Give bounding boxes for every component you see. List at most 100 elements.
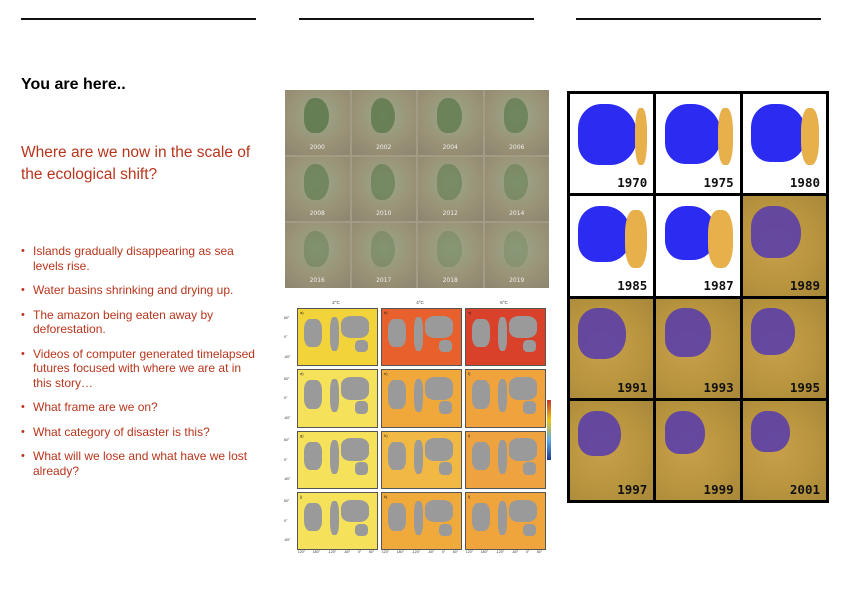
aral-year-label: 2001	[789, 482, 820, 497]
map-x-tick: -120°	[327, 550, 337, 554]
continent-shape	[388, 502, 406, 531]
map-x-tick: 120°	[465, 550, 474, 554]
continent-shape	[341, 438, 370, 461]
lake-shape	[304, 231, 329, 267]
aral-year-label: 1991	[617, 379, 648, 395]
exposed-seabed	[708, 210, 733, 268]
climate-map: d)	[297, 369, 378, 428]
climate-map: b)	[381, 308, 462, 367]
map-y-ticks: 60° 0° -60°	[284, 369, 294, 427]
continent-shape	[522, 462, 536, 475]
aral-year-label: 1995	[789, 379, 820, 395]
continent-shape	[354, 462, 368, 475]
continent-shape	[329, 439, 340, 474]
map-x-tick: 0°	[357, 550, 362, 554]
question-text: Where are we now in the scale of the eco…	[21, 144, 251, 183]
continent-shape	[388, 319, 406, 348]
map-panel-tag: j)	[300, 493, 303, 499]
bullet-item: Videos of computer generated timelapsed …	[21, 347, 261, 391]
aral-sea-frame: 1985	[570, 196, 654, 296]
aral-sea-frame: 2001	[742, 400, 826, 500]
satellite-image-grid: 2000 2002 2004 2006 2008 2010 2012 2014 2016 2017…	[285, 90, 549, 288]
continent-shape	[425, 499, 454, 522]
continent-shape	[497, 378, 508, 413]
climate-map-grid: 2°C 4°C 6°C 60° 0° -60° a) b) c) 60° 0° -60° d) e) f)…	[284, 300, 546, 562]
continent-shape	[413, 378, 424, 413]
exposed-seabed	[801, 107, 820, 166]
continent-shape	[304, 502, 322, 531]
map-x-ticks: 120° 180° -120° -60° 0° 60°	[462, 550, 546, 560]
map-x-tick: -60°	[511, 550, 519, 554]
map-y-ticks: 60° 0° -60°	[284, 308, 294, 366]
lake-shape	[370, 97, 396, 134]
map-y-tick: 0°	[284, 518, 288, 523]
aral-year-label: 1985	[617, 277, 648, 293]
aral-sea-frame: 1999	[656, 400, 740, 500]
map-x-tick: 0°	[525, 550, 530, 554]
map-x-tick: 0°	[441, 550, 446, 554]
continent-shape	[438, 523, 452, 537]
map-panel-tag: e)	[384, 371, 388, 377]
page-heading: You are here..	[21, 76, 126, 93]
map-panel-tag: h)	[384, 432, 388, 438]
satellite-year-label: 2017	[376, 276, 392, 284]
map-x-tick: 180°	[312, 550, 320, 554]
satellite-year-label: 2008	[309, 210, 325, 218]
continent-shape	[497, 501, 508, 535]
map-x-tick: -60°	[343, 550, 351, 554]
map-y-tick: 0°	[284, 335, 288, 340]
climate-map: j)	[297, 491, 378, 550]
lake-shape	[503, 164, 529, 200]
exposed-seabed	[625, 210, 647, 268]
continent-shape	[425, 438, 454, 461]
continent-shape	[509, 315, 538, 339]
map-colorbar	[547, 400, 551, 460]
continent-shape	[522, 339, 536, 353]
map-y-tick: 60°	[284, 376, 290, 381]
continent-shape	[509, 438, 538, 461]
aral-year-label: 1987	[703, 277, 734, 293]
aral-sea-frame: 1980	[742, 94, 826, 194]
map-panel-tag: l)	[468, 493, 471, 499]
lake-shape	[437, 97, 462, 134]
header-rule-right	[576, 18, 821, 20]
lake-shape	[437, 164, 462, 200]
continent-shape	[329, 378, 340, 413]
map-x-tick: 180°	[396, 550, 404, 554]
map-column-titles: 2°C 4°C 6°C	[284, 300, 546, 308]
map-x-tick: -60°	[427, 550, 435, 554]
satellite-year-label: 2006	[509, 143, 525, 151]
map-x-ticks: 120° 180° -120° -60° 0° 60°	[378, 550, 462, 560]
water-body	[578, 308, 627, 359]
map-x-tick: 180°	[480, 550, 488, 554]
water-body	[664, 103, 722, 164]
continent-shape	[341, 499, 370, 522]
header-rule-middle	[299, 18, 534, 20]
climate-map: e)	[381, 369, 462, 428]
satellite-image: 2004	[418, 90, 483, 155]
aral-sea-frame: 1975	[656, 94, 740, 194]
aral-sea-frame: 1987	[656, 196, 740, 296]
continent-shape	[509, 499, 538, 522]
lake-shape	[437, 231, 462, 267]
climate-map: h)	[381, 430, 462, 489]
climate-map: g)	[297, 430, 378, 489]
continent-shape	[304, 380, 322, 409]
satellite-year-label: 2002	[376, 143, 392, 151]
map-x-tick: 60°	[536, 550, 543, 554]
satellite-image: 2014	[484, 156, 549, 222]
aral-sea-frame: 1993	[656, 298, 740, 398]
satellite-image: 2008	[285, 156, 350, 222]
lake-shape	[304, 97, 329, 134]
continent-shape	[413, 317, 424, 352]
map-panel-tag: k)	[384, 493, 388, 499]
aral-sea-frame: 1989	[742, 196, 826, 296]
satellite-year-label: 2012	[442, 210, 458, 218]
map-x-axis: 120° 180° -120° -60° 0° 60° 120° 180° -120° -60° 0…	[284, 550, 546, 560]
lake-shape	[370, 164, 396, 200]
water-body	[750, 103, 806, 162]
water-body	[750, 308, 796, 356]
satellite-year-label: 2004	[442, 143, 458, 151]
continent-shape	[522, 401, 536, 414]
aral-year-label: 1997	[617, 482, 648, 497]
